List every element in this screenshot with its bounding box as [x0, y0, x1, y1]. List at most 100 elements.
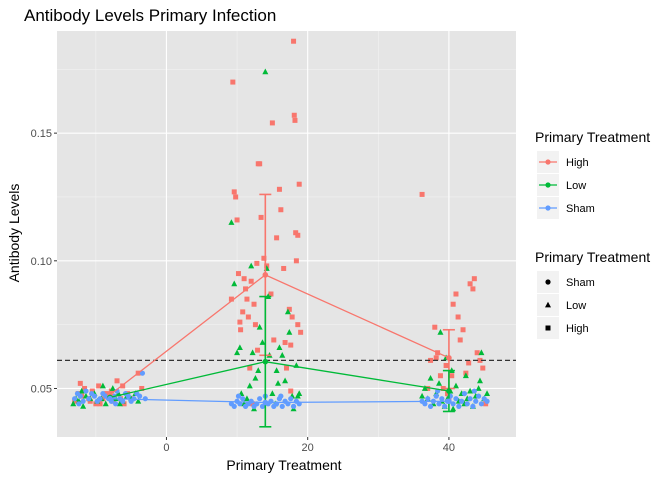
data-point-sham — [459, 398, 465, 404]
data-point-sham — [470, 403, 476, 409]
x-tick-label: 40 — [443, 442, 455, 454]
data-point-sham — [113, 401, 119, 407]
data-point-high — [292, 117, 298, 123]
data-point-low — [228, 219, 235, 225]
data-point-low — [436, 380, 443, 386]
mean-point-sham — [107, 395, 113, 402]
data-point-low — [99, 382, 106, 389]
data-point-low — [231, 280, 238, 287]
data-point-high — [450, 301, 456, 307]
x-tick-label: 20 — [302, 442, 314, 454]
data-point-sham — [120, 398, 126, 404]
data-point-low — [234, 349, 241, 356]
data-point-high — [483, 401, 489, 407]
data-point-high — [286, 306, 292, 312]
data-point-high — [243, 286, 249, 292]
data-point-high — [460, 327, 466, 333]
data-point-high — [457, 337, 463, 343]
legend-shape: Primary Treatment Sham Low High — [535, 249, 650, 339]
data-point-high — [453, 291, 459, 297]
data-point-low — [252, 374, 259, 381]
y-tick-label: 0.05 — [31, 383, 52, 395]
data-point-high — [425, 385, 431, 391]
y-tick-label: 0.15 — [31, 128, 52, 140]
data-point-high — [471, 276, 477, 282]
data-point-high — [120, 383, 126, 389]
data-point-sham — [76, 401, 82, 407]
data-point-sham — [139, 370, 146, 376]
data-point-high — [254, 260, 260, 266]
data-point-high — [455, 314, 461, 320]
data-point-high — [298, 329, 304, 335]
data-point-low — [269, 390, 276, 396]
data-point-sham — [461, 390, 468, 397]
legend-color: Primary Treatment High Low Sham — [535, 129, 650, 219]
data-point-high — [296, 181, 302, 187]
data-point-low — [275, 380, 282, 386]
data-point-high — [251, 301, 257, 307]
data-point-low — [484, 390, 491, 396]
data-point-low — [273, 367, 280, 374]
data-point-high — [77, 380, 83, 386]
data-point-high — [293, 230, 299, 236]
data-point-sham — [290, 403, 297, 409]
data-point-low — [452, 382, 459, 389]
data-point-low — [262, 68, 269, 75]
data-point-high — [470, 286, 476, 292]
data-point-sham — [235, 393, 242, 399]
data-point-low — [80, 403, 87, 409]
data-point-sham — [91, 393, 98, 399]
data-point-low — [437, 329, 444, 335]
data-point-low — [109, 385, 116, 391]
data-point-low — [450, 405, 457, 412]
data-point-high — [288, 342, 294, 348]
panel-background — [57, 31, 516, 437]
legend-label-sham: Sham — [566, 203, 595, 215]
data-point-sham — [475, 393, 482, 399]
data-point-low — [421, 385, 428, 391]
data-point-high — [291, 38, 297, 44]
data-point-sham — [83, 388, 89, 394]
data-point-sham — [453, 396, 459, 402]
data-point-low — [282, 377, 289, 384]
data-point-high — [257, 161, 263, 167]
data-point-sham — [442, 403, 448, 409]
data-point-high — [250, 401, 256, 407]
data-point-high — [477, 357, 483, 363]
legend-key-shape-triangle — [545, 301, 551, 308]
data-point-low — [279, 351, 286, 358]
legend-key-point — [545, 205, 551, 211]
data-point-sham — [240, 396, 246, 402]
data-point-high — [108, 388, 114, 394]
data-point-high — [238, 327, 244, 333]
data-point-high — [433, 355, 439, 361]
data-point-high — [244, 296, 250, 302]
data-point-low — [475, 385, 482, 391]
data-point-sham — [425, 396, 431, 402]
data-point-high — [288, 388, 294, 394]
data-point-high — [231, 189, 237, 195]
legend-key-point — [545, 159, 551, 165]
data-point-high — [103, 391, 109, 397]
data-point-high — [443, 363, 449, 369]
data-point-low — [70, 400, 77, 407]
data-point-high — [233, 194, 239, 200]
data-point-sham — [86, 396, 92, 402]
mean-point-sham — [446, 398, 452, 405]
data-point-low — [135, 397, 142, 404]
data-point-sham — [125, 393, 131, 399]
chart-title: Antibody Levels Primary Infection — [24, 6, 276, 25]
data-point-high — [247, 365, 253, 371]
data-point-sham — [422, 401, 428, 407]
data-point-low — [462, 372, 469, 379]
data-point-sham — [80, 398, 86, 404]
data-point-high — [291, 112, 297, 118]
y-axis-title: Antibody Levels — [6, 184, 22, 283]
data-point-high — [428, 357, 434, 363]
data-point-sham — [259, 403, 266, 409]
data-point-low — [236, 344, 243, 351]
data-point-low — [286, 329, 293, 335]
data-point-high — [466, 360, 472, 366]
data-point-sham — [464, 401, 470, 407]
data-point-high — [282, 340, 288, 346]
